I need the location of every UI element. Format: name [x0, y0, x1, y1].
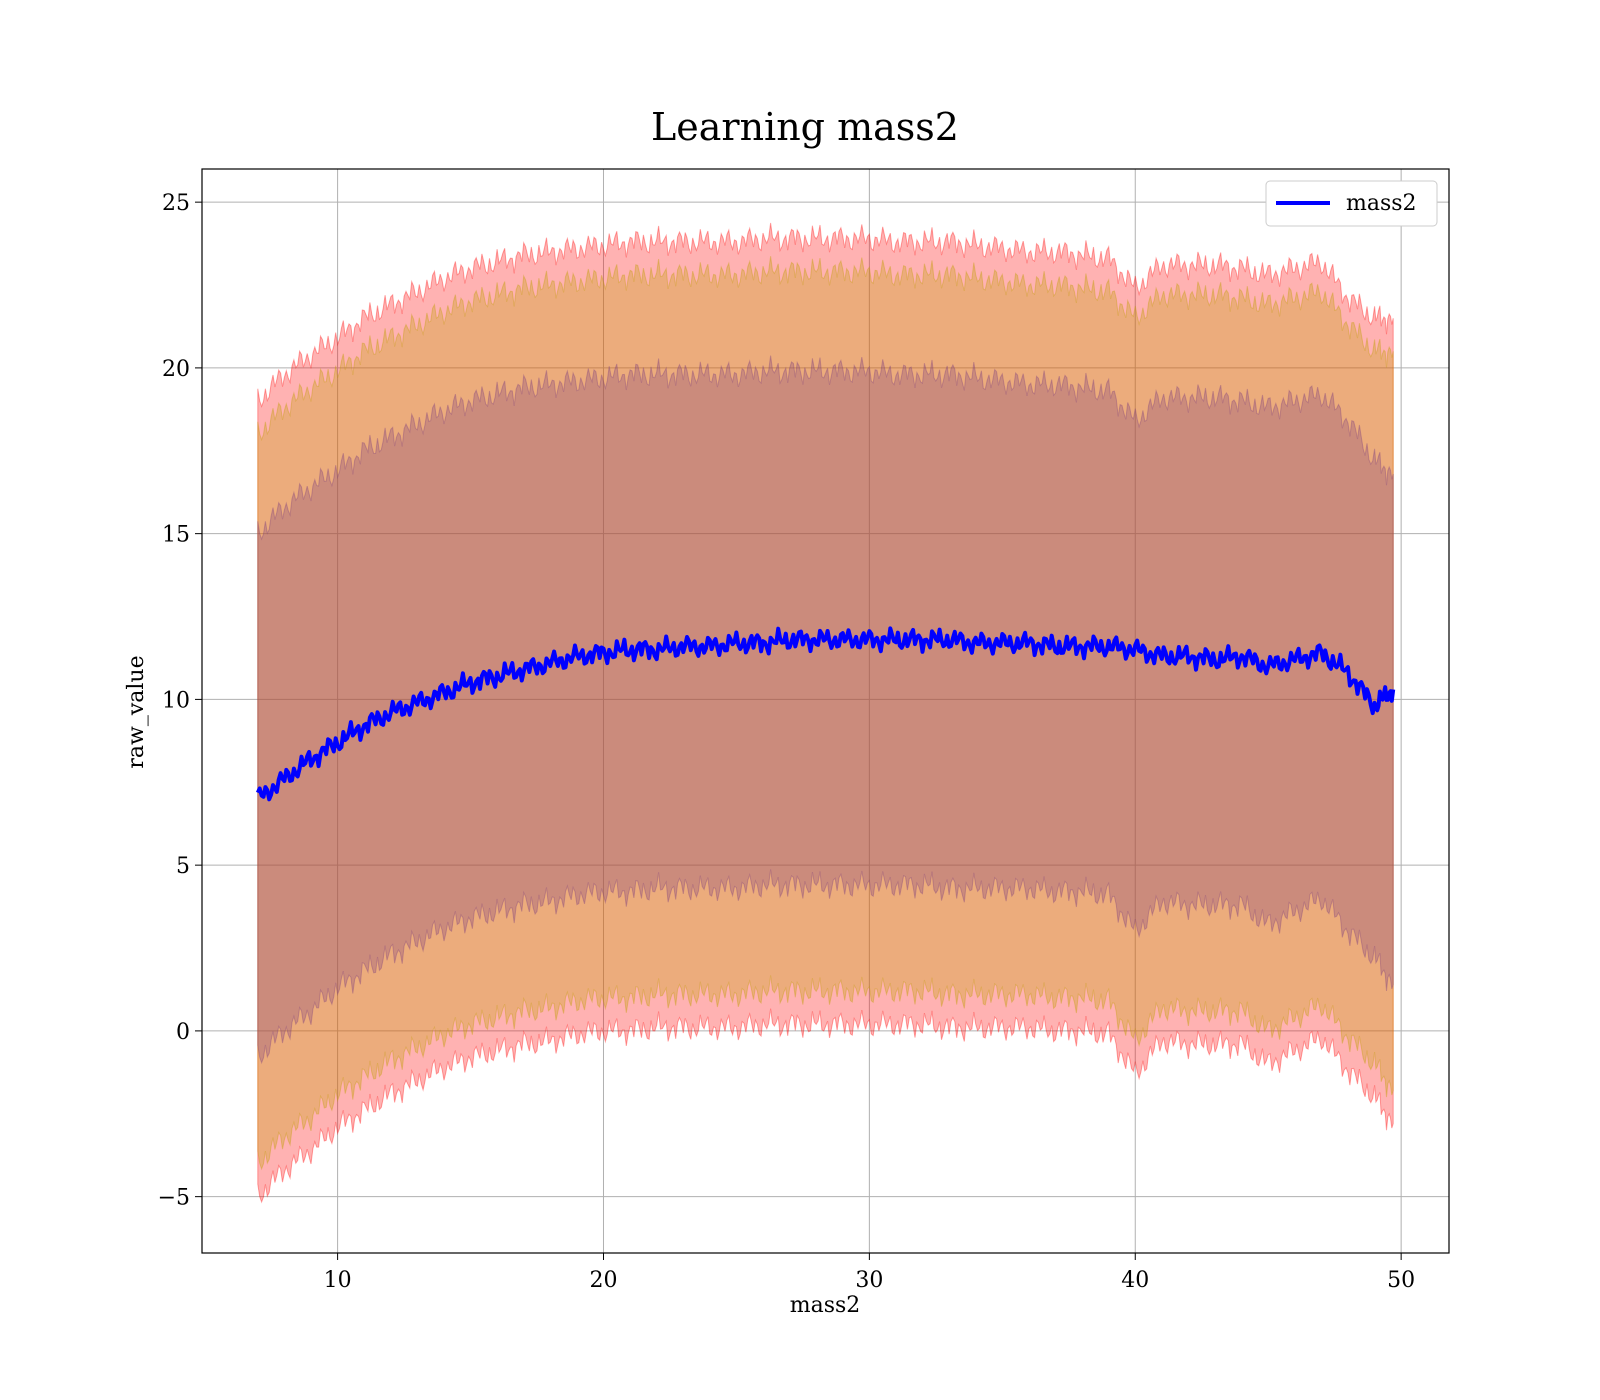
y-tick-label: 20	[162, 357, 190, 382]
confidence-bands	[257, 222, 1394, 1204]
x-tick-label: 10	[324, 1268, 352, 1293]
x-tick-label: 50	[1387, 1268, 1415, 1293]
y-axis-label: raw_value	[124, 655, 149, 768]
x-tick-label: 40	[1121, 1268, 1149, 1293]
x-tick-label: 30	[855, 1268, 883, 1293]
y-tick-label: 0	[176, 1020, 190, 1045]
y-tick-label: −5	[158, 1186, 190, 1211]
series-line-mass2	[255, 626, 1396, 802]
y-tick-label: 15	[162, 523, 190, 548]
legend-label: mass2	[1346, 191, 1417, 216]
legend: mass2	[1265, 180, 1438, 227]
x-tick-label: 20	[589, 1268, 617, 1293]
band-3	[257, 355, 1394, 1065]
grid-lines	[202, 169, 1449, 1253]
band-1	[257, 222, 1394, 1204]
y-ticks: −5 0 5 10 15 20 25	[158, 191, 202, 1211]
band-2	[257, 256, 1394, 1171]
x-axis-label: mass2	[790, 1293, 861, 1318]
y-tick-label: 25	[162, 191, 190, 216]
x-ticks: 10 20 30 40 50	[324, 1253, 1415, 1293]
legend-box	[1265, 180, 1438, 227]
series-lines	[255, 626, 1396, 802]
y-tick-label: 5	[176, 854, 190, 879]
y-tick-label: 10	[162, 688, 190, 713]
chart-title: Learning mass2	[651, 105, 959, 149]
plot-frame	[201, 168, 1450, 1254]
